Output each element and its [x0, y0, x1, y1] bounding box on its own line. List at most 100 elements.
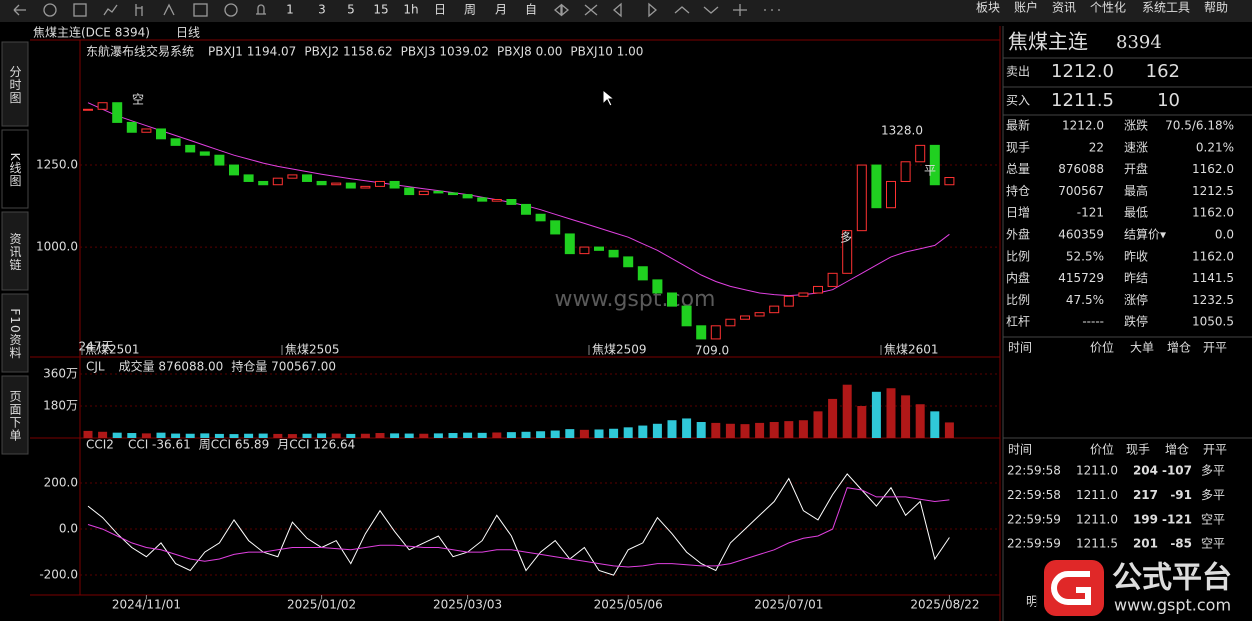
icon[interactable] — [613, 2, 622, 18]
period-button[interactable]: 1 — [286, 3, 294, 17]
icon[interactable] — [13, 4, 26, 16]
stat-label: 涨停 — [1124, 292, 1148, 307]
volume-bar — [842, 384, 852, 438]
volume-bar — [506, 432, 516, 438]
icon[interactable] — [224, 3, 238, 17]
period-button[interactable]: 5 — [347, 3, 355, 17]
icon[interactable] — [553, 3, 570, 17]
pane-title[interactable]: CCI2 — [86, 438, 114, 452]
legend-entry: 月CCI 126.64 — [277, 438, 355, 452]
stat-label: 日增 — [1006, 206, 1030, 220]
side-tab-label[interactable]: 页面下单 — [8, 390, 22, 442]
icon[interactable] — [648, 2, 657, 18]
icon[interactable] — [193, 3, 208, 17]
bg — [0, 22, 1252, 621]
x-tick-label: 2025/03/03 — [433, 598, 502, 612]
candle — [185, 144, 196, 153]
side-tab[interactable] — [1, 129, 29, 209]
period-button[interactable]: 周 — [464, 3, 476, 17]
menu-item[interactable]: 系统工具 — [1142, 1, 1190, 15]
side-tab[interactable] — [1, 375, 29, 455]
trade-oi: -121 — [1162, 512, 1192, 526]
volume-bar — [112, 432, 122, 438]
stat-label: 速涨 — [1124, 139, 1148, 154]
toolbar-icons — [13, 2, 780, 18]
candle — [740, 315, 750, 320]
volume-bar — [492, 432, 502, 438]
volume-bar — [156, 432, 166, 438]
stat-label: 结算价▾ — [1124, 227, 1166, 242]
icon[interactable] — [703, 6, 719, 14]
stat-value: 1162.0 — [1192, 206, 1234, 220]
stat-value: 460359 — [1058, 228, 1104, 242]
menu-item[interactable]: 账户 — [1014, 0, 1038, 15]
menu-item[interactable]: 个性化 — [1090, 1, 1126, 15]
period-button[interactable]: 1h — [403, 3, 418, 17]
icon[interactable] — [584, 4, 598, 16]
y-tick-label: 1000.0 — [36, 240, 78, 254]
period[interactable]: 日线 — [176, 26, 200, 40]
volume-bar — [98, 431, 108, 438]
candle — [477, 197, 488, 202]
candle — [491, 199, 502, 202]
volume-bar — [273, 433, 283, 438]
stat-value: 52.5% — [1066, 249, 1104, 263]
side-tab-label[interactable]: 资讯链 — [8, 232, 22, 271]
toolbar-bg — [0, 0, 1252, 22]
y-tick-label: 180万 — [43, 399, 78, 413]
volume-bar — [784, 421, 794, 438]
period-button[interactable]: 日 — [434, 3, 446, 17]
contract-label: 焦煤2509 — [592, 343, 647, 357]
icon[interactable] — [103, 4, 118, 16]
candle — [594, 246, 604, 251]
icon[interactable] — [674, 6, 690, 14]
side-tab[interactable] — [1, 211, 29, 291]
trade-price: 1211.0 — [1076, 512, 1118, 526]
side-tab[interactable] — [1, 293, 29, 373]
pane-title[interactable]: 东航瀑布线交易系统 — [86, 44, 194, 59]
candle — [389, 180, 400, 189]
candle — [769, 305, 780, 314]
volume-bar — [828, 398, 838, 438]
candle — [83, 108, 93, 111]
period-button[interactable]: 月 — [495, 3, 507, 17]
candle — [156, 128, 166, 140]
stat-label: 比例 — [1006, 293, 1030, 307]
volume-bar — [229, 434, 239, 438]
icon[interactable] — [135, 4, 143, 16]
icon[interactable] — [256, 4, 266, 15]
pane-title[interactable]: CJL — [86, 360, 105, 374]
side-tab-label[interactable]: K线图 — [8, 153, 22, 188]
candle — [462, 194, 473, 199]
stat-value: 1141.5 — [1192, 271, 1234, 285]
candle — [287, 174, 298, 179]
volume-bar — [536, 431, 546, 438]
menu-item[interactable]: 资讯 — [1052, 1, 1076, 15]
side-tab-label[interactable]: 分时图 — [8, 65, 22, 104]
logo-glyph — [1051, 571, 1091, 605]
menu-item[interactable]: 帮助 — [1204, 1, 1228, 15]
icon[interactable] — [163, 3, 175, 16]
period-button[interactable]: 15 — [373, 3, 388, 17]
panel-footer[interactable]: 明 — [1026, 595, 1038, 609]
period-button[interactable]: 自 — [525, 3, 537, 17]
stat-label: 外盘 — [1006, 227, 1030, 242]
side-tab[interactable] — [1, 41, 29, 127]
y-tick-label: 360万 — [43, 367, 78, 381]
icon[interactable] — [733, 4, 747, 16]
legend-entry: CCI -36.61 — [128, 438, 191, 452]
period-button[interactable]: 3 — [318, 3, 326, 17]
volume-bar — [83, 430, 93, 438]
side-tab-label[interactable]: F10资料 — [8, 308, 22, 359]
candle — [856, 164, 867, 232]
icon[interactable] — [43, 3, 57, 17]
candle — [929, 144, 940, 186]
candle — [710, 325, 721, 340]
icon[interactable] — [73, 3, 87, 17]
menu-item[interactable]: 板块 — [976, 1, 1000, 15]
y-tick-label: 0.0 — [59, 522, 78, 536]
stat-value: 70.5/6.18% — [1165, 119, 1234, 133]
stat-value: ----- — [1082, 315, 1104, 329]
stat-value: 22 — [1089, 140, 1104, 154]
